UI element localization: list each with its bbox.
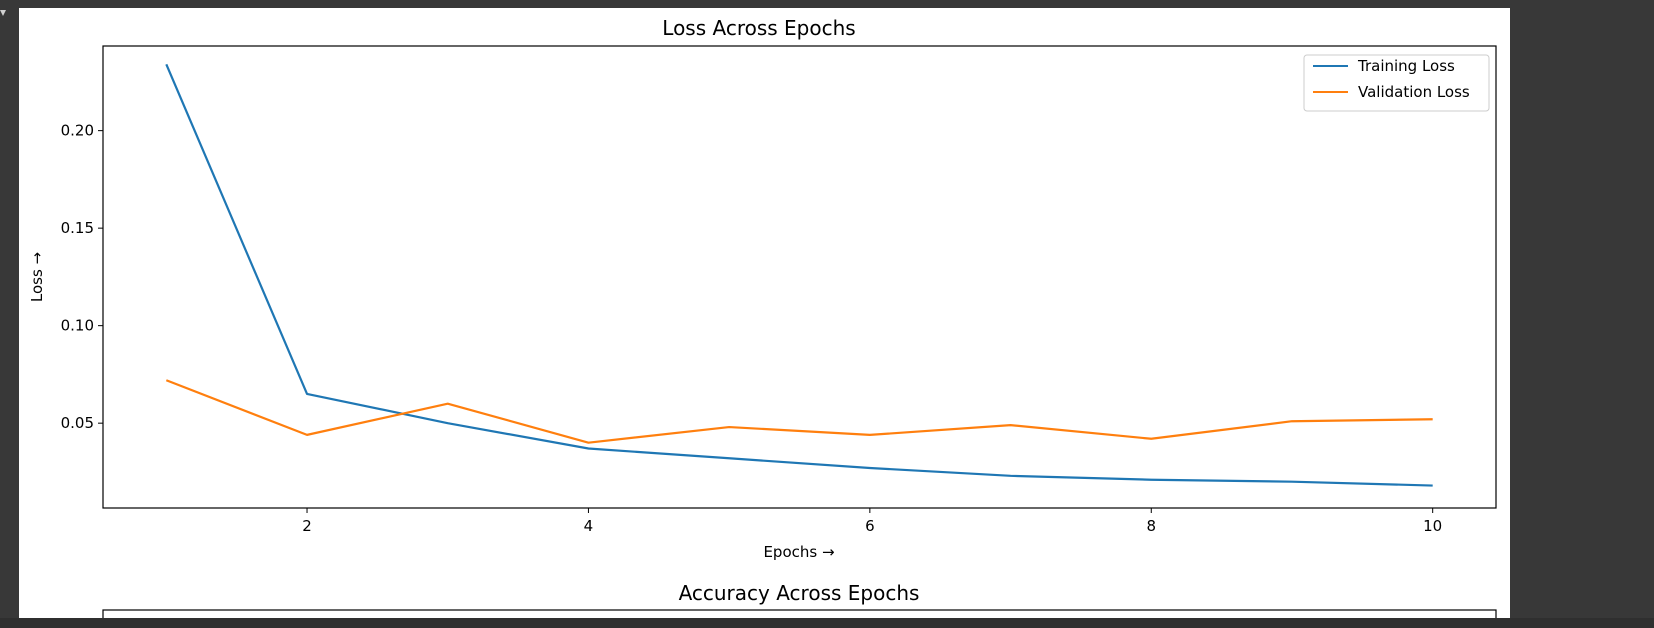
loss-axes-frame	[102, 45, 1497, 509]
x-tick-label: 10	[1423, 517, 1442, 535]
chart-svg: Loss Across Epochs 2 4 6 8 10 0.050.100.150.…	[28, 16, 1497, 628]
y-tick-label: 0.20	[61, 122, 94, 140]
series-line-training	[165, 63, 1433, 487]
y-tick-label: 0.05	[61, 414, 94, 432]
x-tick-label: 4	[584, 517, 594, 535]
y-tick-label: 0.15	[61, 219, 94, 237]
legend-label-validation: Validation Loss	[1358, 83, 1470, 101]
y-tick-label: 0.10	[61, 317, 94, 335]
loss-plot-area: 2 4 6 8 10 0.05 0.10 0.15 0.20	[61, 45, 1497, 535]
legend: Training Loss Validation Loss	[1303, 54, 1490, 112]
loss-lines	[165, 63, 1433, 487]
x-axis-label: Epochs →	[763, 543, 834, 561]
legend-label-training: Training Loss	[1357, 57, 1455, 75]
x-tick-label: 2	[302, 517, 312, 535]
loss-chart-title: Loss Across Epochs	[662, 16, 855, 40]
accuracy-axes-frame	[102, 609, 1497, 628]
x-tick-label: 8	[1146, 517, 1156, 535]
figure-canvas: Loss Across Epochs 2 4 6 8 10 0.05 0.10 0.15 0.…	[19, 8, 1510, 628]
y-axis-ticks: 0.05 0.10 0.15 0.20	[61, 122, 103, 432]
accuracy-chart-title: Accuracy Across Epochs	[679, 581, 920, 605]
y-axis-label: Loss →	[28, 252, 46, 302]
x-tick-label: 6	[865, 517, 875, 535]
x-axis-ticks: 2 4 6 8 10	[302, 508, 1442, 535]
legend-frame	[1303, 54, 1490, 112]
bottom-scroll-bar	[0, 618, 1654, 628]
series-line-validation	[165, 379, 1433, 444]
collapse-arrow-icon	[0, 10, 6, 16]
